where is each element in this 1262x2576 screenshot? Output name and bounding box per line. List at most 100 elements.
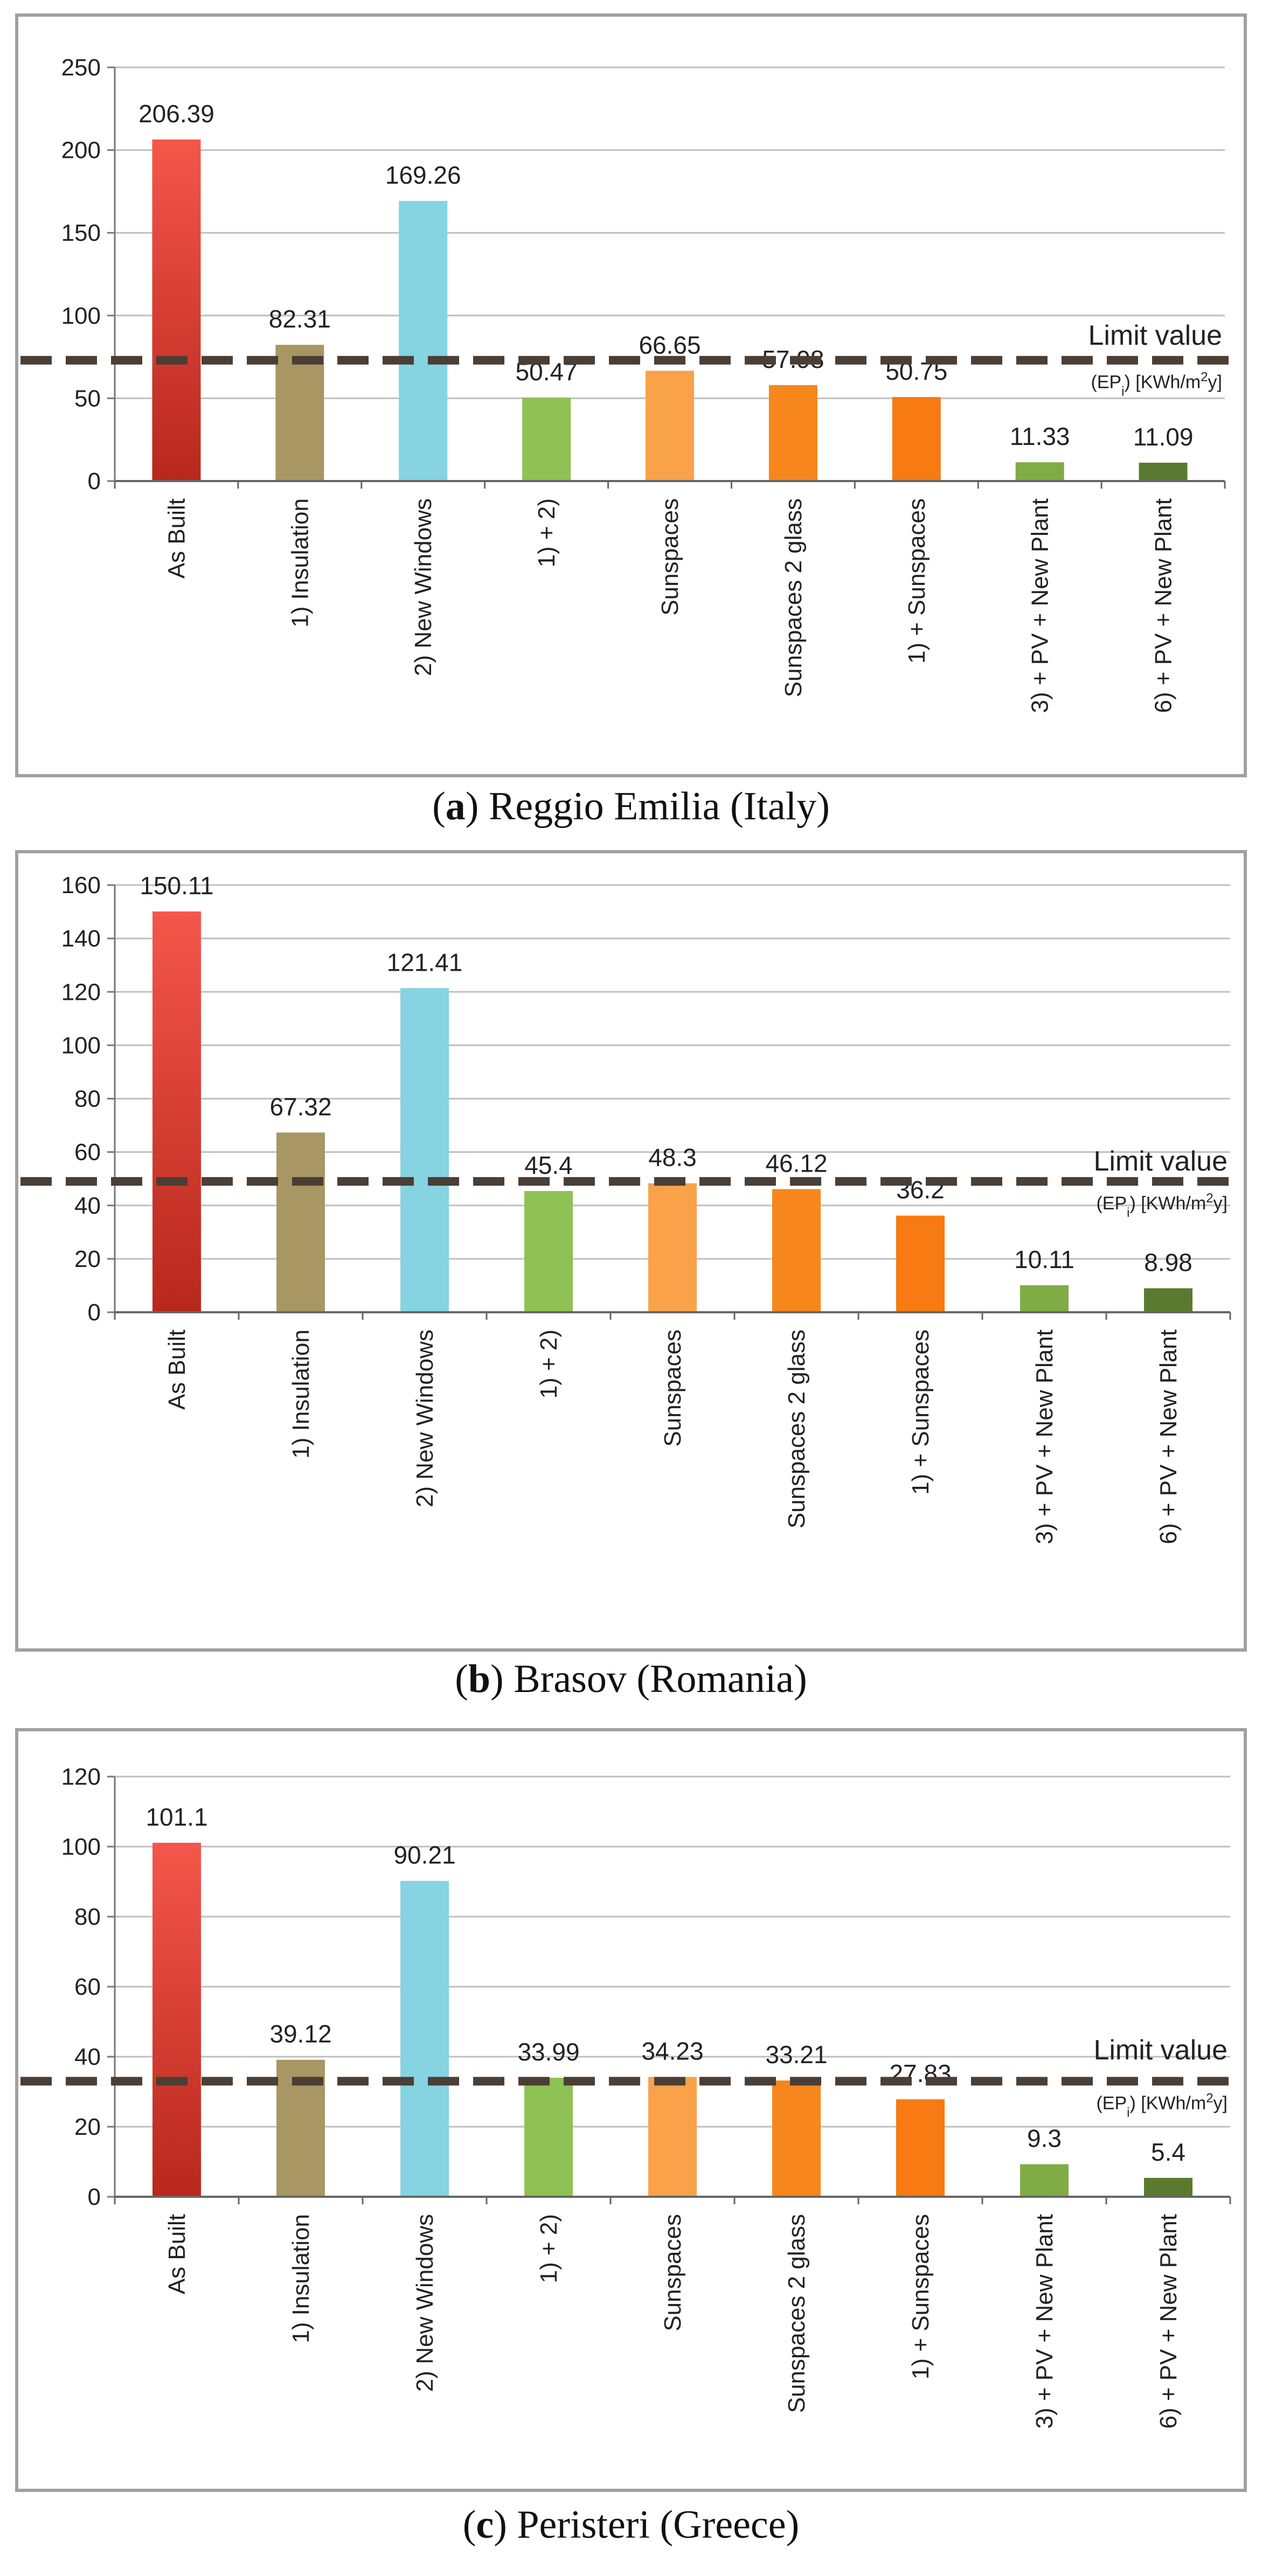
bar-pv-new-plant-3 bbox=[1020, 1285, 1069, 1312]
value-label-pv-new-plant-3: 11.33 bbox=[1010, 422, 1070, 450]
value-label-pv-new-plant-3: 9.3 bbox=[1027, 2125, 1062, 2153]
category-label-insulation-plus-windows: 1) + 2) bbox=[533, 498, 560, 567]
y-tick-label: 250 bbox=[61, 54, 101, 81]
y-tick-label: 50 bbox=[74, 385, 101, 412]
value-label-new-windows: 121.41 bbox=[387, 948, 463, 976]
y-tick-label: 0 bbox=[88, 1299, 101, 1326]
category-label-insulation-plus-sunspaces: 1) + Sunspaces bbox=[907, 1329, 934, 1495]
y-tick-label: 120 bbox=[61, 979, 101, 1005]
bar-as-built bbox=[152, 911, 201, 1312]
bar-new-windows bbox=[400, 1881, 449, 2197]
category-label-sunspaces: Sunspaces bbox=[657, 498, 683, 616]
category-label-sunspaces-2-glass: Sunspaces 2 glass bbox=[783, 1329, 810, 1528]
category-label-sunspaces-2-glass: Sunspaces 2 glass bbox=[780, 498, 807, 697]
bar-pv-new-plant-6 bbox=[1144, 1288, 1192, 1312]
value-label-as-built: 206.39 bbox=[138, 100, 214, 128]
bar-as-built bbox=[152, 139, 201, 481]
value-label-as-built: 101.1 bbox=[145, 1803, 207, 1831]
y-tick-label: 140 bbox=[61, 925, 101, 952]
value-label-pv-new-plant-3: 10.11 bbox=[1014, 1245, 1074, 1273]
limit-label: Limit value bbox=[1093, 2035, 1228, 2066]
bar-sunspaces bbox=[646, 371, 694, 481]
y-tick-label: 40 bbox=[74, 2044, 101, 2070]
category-label-pv-new-plant-6: 6) + PV + New Plant bbox=[1155, 2214, 1182, 2429]
bar-insulation bbox=[276, 1132, 325, 1312]
category-label-insulation: 1) Insulation bbox=[287, 498, 313, 628]
category-label-insulation-plus-sunspaces: 1) + Sunspaces bbox=[904, 498, 930, 664]
category-label-pv-new-plant-6: 6) + PV + New Plant bbox=[1155, 1329, 1182, 1544]
y-tick-label: 100 bbox=[61, 1834, 101, 1860]
y-tick-label: 80 bbox=[74, 1086, 101, 1112]
category-label-pv-new-plant-3: 3) + PV + New Plant bbox=[1031, 2214, 1058, 2429]
chart-brasov: 0 20 40 60 80 100 120 140 160 150.11 As Built 67.32… bbox=[15, 850, 1247, 1652]
value-label-insulation: 82.31 bbox=[269, 305, 331, 333]
bar-insulation-plus-windows bbox=[524, 1190, 573, 1312]
category-label-insulation-plus-windows: 1) + 2) bbox=[536, 2214, 562, 2283]
bar-insulation-plus-windows bbox=[522, 397, 571, 481]
value-label-insulation-plus-windows: 33.99 bbox=[517, 2038, 579, 2066]
caption-reggio-emilia: (a) Reggio Emilia (Italy) bbox=[432, 784, 830, 829]
chart-reggio-emilia: 0 50 100 150 200 250 206.39 As Built 82.31 1) Ins… bbox=[15, 13, 1247, 777]
value-label-insulation: 39.12 bbox=[269, 2020, 331, 2048]
chart-frame bbox=[15, 13, 1247, 777]
category-label-new-windows: 2) New Windows bbox=[412, 2214, 438, 2392]
value-label-new-windows: 90.21 bbox=[393, 1841, 455, 1869]
bar-sunspaces-2-glass bbox=[768, 385, 817, 481]
caption-text: Brasov (Romania) bbox=[514, 1657, 807, 1701]
category-label-new-windows: 2) New Windows bbox=[410, 498, 436, 676]
limit-label: Limit value bbox=[1093, 1146, 1228, 1177]
caption-brasov: (b) Brasov (Romania) bbox=[455, 1657, 807, 1701]
bar-pv-new-plant-3 bbox=[1020, 2164, 1069, 2197]
category-label-sunspaces: Sunspaces bbox=[660, 1329, 686, 1447]
y-tick-label: 100 bbox=[61, 1032, 101, 1059]
bar-pv-new-plant-6 bbox=[1144, 2177, 1192, 2197]
value-label-insulation: 67.32 bbox=[269, 1092, 331, 1120]
category-label-insulation-plus-windows: 1) + 2) bbox=[536, 1329, 562, 1398]
value-label-sunspaces-2-glass: 46.12 bbox=[765, 1149, 827, 1177]
bar-pv-new-plant-6 bbox=[1139, 462, 1188, 481]
bar-sunspaces-2-glass bbox=[772, 1189, 821, 1312]
bar-sunspaces bbox=[648, 2077, 697, 2197]
limit-label: Limit value bbox=[1088, 320, 1222, 351]
category-label-pv-new-plant-6: 6) + PV + New Plant bbox=[1150, 498, 1177, 713]
y-tick-label: 160 bbox=[61, 872, 101, 899]
category-label-sunspaces: Sunspaces bbox=[660, 2214, 686, 2331]
category-label-insulation: 1) Insulation bbox=[288, 1329, 314, 1459]
category-label-as-built: As Built bbox=[164, 1329, 190, 1410]
value-label-pv-new-plant-6: 5.4 bbox=[1151, 2138, 1185, 2166]
chart-frame bbox=[15, 850, 1247, 1652]
y-tick-label: 0 bbox=[88, 468, 101, 495]
value-label-pv-new-plant-6: 11.09 bbox=[1133, 423, 1194, 451]
value-label-sunspaces-2-glass: 33.21 bbox=[765, 2041, 827, 2069]
y-tick-label: 20 bbox=[74, 1246, 101, 1272]
limit-units: (EPi) [KWh/m2y] bbox=[1091, 370, 1222, 399]
limit-units: (EPi) [KWh/m2y] bbox=[1096, 2091, 1228, 2120]
category-label-pv-new-plant-3: 3) + PV + New Plant bbox=[1031, 1329, 1058, 1544]
chart-peristeri: 0 20 40 60 80 100 120 101.1 As Built 39.12 1) Insu… bbox=[15, 1728, 1247, 2492]
category-label-insulation: 1) Insulation bbox=[288, 2214, 314, 2343]
y-tick-label: 40 bbox=[74, 1193, 101, 1219]
y-tick-label: 120 bbox=[61, 1764, 101, 1790]
y-tick-label: 200 bbox=[61, 137, 101, 164]
y-tick-label: 100 bbox=[61, 303, 101, 329]
bar-new-windows bbox=[399, 201, 448, 481]
bar-insulation-plus-sunspaces bbox=[896, 1215, 945, 1312]
caption-letter: b bbox=[468, 1657, 491, 1701]
category-label-insulation-plus-sunspaces: 1) + Sunspaces bbox=[907, 2214, 934, 2379]
y-tick-label: 80 bbox=[74, 1904, 101, 1930]
value-label-sunspaces: 48.3 bbox=[648, 1144, 697, 1172]
y-tick-label: 150 bbox=[61, 220, 101, 246]
value-label-sunspaces: 66.65 bbox=[639, 331, 701, 359]
category-label-pv-new-plant-3: 3) + PV + New Plant bbox=[1027, 498, 1053, 713]
category-label-sunspaces-2-glass: Sunspaces 2 glass bbox=[783, 2214, 810, 2413]
category-label-as-built: As Built bbox=[164, 2214, 190, 2294]
bar-sunspaces-2-glass bbox=[772, 2080, 821, 2197]
bar-insulation-plus-sunspaces bbox=[892, 397, 941, 481]
y-tick-label: 20 bbox=[74, 2114, 101, 2140]
bar-sunspaces bbox=[648, 1183, 697, 1312]
category-label-as-built: As Built bbox=[163, 498, 190, 579]
value-label-pv-new-plant-6: 8.98 bbox=[1144, 1248, 1192, 1276]
bar-insulation-plus-sunspaces bbox=[896, 2099, 945, 2197]
value-label-new-windows: 169.26 bbox=[385, 161, 461, 189]
caption-text: Peristeri (Greece) bbox=[517, 2503, 800, 2547]
